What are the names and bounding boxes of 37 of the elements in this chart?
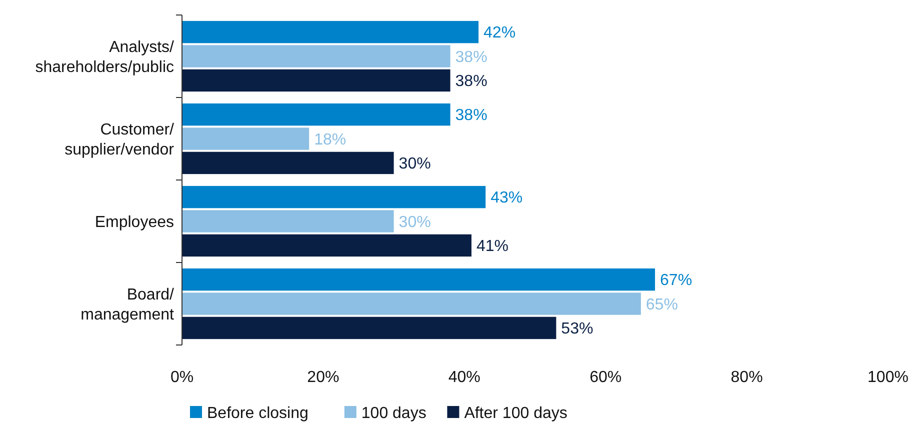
legend-label: Before closing [207, 405, 308, 422]
data-label: 30% [398, 156, 431, 173]
data-label: 38% [455, 48, 488, 66]
bar [182, 292, 641, 315]
bar [182, 20, 479, 44]
x-tick-label: 80% [730, 369, 763, 386]
data-label: 38% [455, 107, 488, 124]
bar [182, 45, 450, 68]
data-label: 18% [314, 131, 346, 148]
x-tick-label: 40% [448, 369, 480, 386]
bar [182, 316, 556, 340]
bar [182, 268, 656, 291]
bar [182, 234, 472, 257]
bar [182, 69, 450, 92]
x-tick-label: 60% [590, 369, 622, 386]
bar [182, 103, 450, 126]
legend-label: 100 days [361, 405, 426, 422]
data-label: 65% [646, 296, 678, 314]
legend-label: After 100 days [464, 405, 568, 422]
data-label: 41% [476, 238, 508, 256]
x-tick-label: 0% [170, 369, 194, 386]
bar [182, 128, 310, 150]
data-label: 38% [455, 73, 488, 90]
data-label: 67% [660, 272, 692, 290]
y-tick-label: Board/ management [80, 286, 175, 324]
y-tick-label: Customer/ supplier/vendor [64, 121, 175, 158]
data-label: 43% [490, 190, 523, 207]
y-tick-label: Employees [94, 214, 174, 231]
data-label: 42% [484, 24, 516, 42]
x-tick-label: 100% [868, 369, 908, 386]
x-tick-label: 20% [307, 369, 340, 386]
data-label: 53% [561, 320, 594, 338]
bar [182, 152, 394, 174]
data-label: 30% [398, 214, 431, 231]
y-tick-label: Analysts/ shareholders/public [35, 38, 175, 76]
bar [182, 210, 394, 232]
bar [182, 186, 486, 208]
